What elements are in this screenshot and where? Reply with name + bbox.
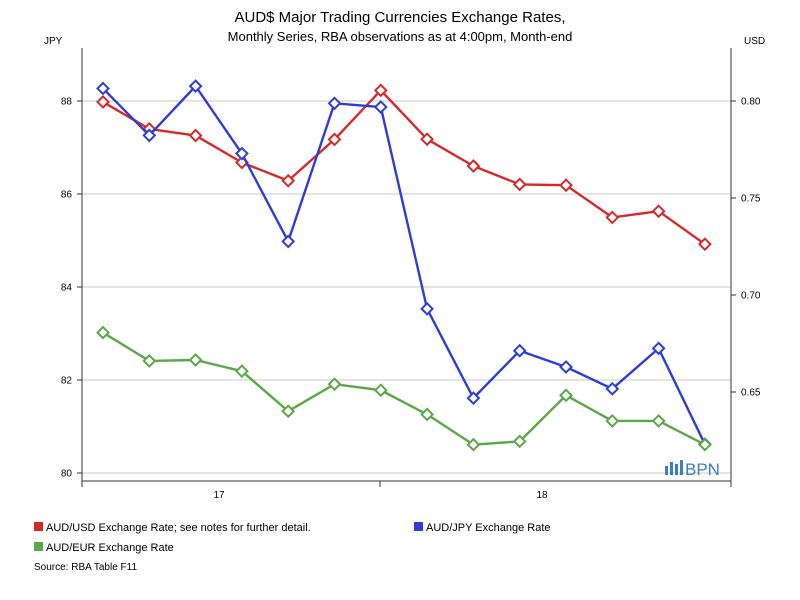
- axes: [77, 48, 736, 487]
- series-2-point-11: [605, 414, 620, 428]
- series-1-point-8: [466, 391, 481, 406]
- source-note: Source: RBA Table F11: [34, 562, 137, 573]
- left-tick-label: 82: [61, 376, 73, 387]
- chart-title: AUD$ Major Trading Currencies Exchange R…: [235, 9, 566, 26]
- series-2-point-2: [188, 353, 203, 367]
- series-2-point-3: [234, 364, 249, 379]
- legend-label-audusd: AUD/USD Exchange Rate; see notes for fur…: [46, 522, 311, 534]
- series-group: [96, 79, 712, 452]
- series-1-point-3: [234, 146, 249, 161]
- series-2-point-9: [512, 434, 527, 449]
- x-tick-label: 18: [536, 490, 548, 501]
- legend-label-audjpy: AUD/JPY Exchange Rate: [426, 522, 551, 534]
- series-1-point-6: [373, 100, 388, 114]
- series-0-point-13: [697, 237, 712, 252]
- series-0-point-10: [559, 178, 573, 193]
- series-1-point-1: [142, 128, 157, 143]
- legend-swatch-audeur: [34, 542, 43, 551]
- series-0-point-9: [512, 177, 527, 192]
- left-tick-label: 84: [61, 283, 73, 294]
- series-0-point-0: [96, 95, 110, 109]
- series-2-point-5: [327, 377, 342, 392]
- logo-text: BPN: [685, 460, 720, 479]
- series-2-point-8: [466, 437, 481, 452]
- series-1-point-11: [605, 381, 620, 396]
- series-1-point-7: [420, 301, 435, 316]
- series-0-point-4: [281, 173, 296, 188]
- series-0-point-7: [420, 132, 435, 147]
- series-0-point-12: [651, 204, 666, 219]
- chart-subtitle: Monthly Series, RBA observations as at 4…: [228, 29, 573, 44]
- series-2-point-6: [373, 383, 388, 398]
- series-1-point-12: [651, 341, 666, 356]
- series-line-1: [102, 84, 706, 445]
- left-tick-label: 88: [61, 97, 73, 108]
- series-1-point-5: [327, 96, 342, 111]
- left-axis-unit: JPY: [44, 36, 63, 47]
- series-2-point-7: [420, 407, 435, 422]
- bpn-logo: BPN: [665, 460, 720, 479]
- right-tick-label: 0.80: [741, 97, 761, 108]
- series-0-point-8: [466, 159, 481, 173]
- series-line-0: [102, 89, 706, 246]
- right-tick-label: 0.65: [741, 388, 761, 399]
- right-tick-label: 0.75: [741, 194, 761, 205]
- series-1-point-4: [281, 234, 296, 249]
- right-tick-label: 0.70: [741, 291, 761, 302]
- gridlines: [82, 100, 731, 474]
- series-0-point-11: [605, 210, 620, 225]
- left-tick-label: 86: [61, 190, 73, 201]
- right-axis-unit: USD: [744, 36, 765, 47]
- series-2-point-0: [96, 325, 110, 340]
- series-0-point-2: [188, 128, 203, 143]
- series-2-point-4: [281, 404, 296, 419]
- legend-label-audeur: AUD/EUR Exchange Rate: [46, 542, 174, 554]
- tick-labels: 80 82 84 86 88 0.65 0.70 0.75 0.80 17 18: [61, 97, 761, 502]
- series-0-point-6: [373, 83, 388, 98]
- x-tick-label: 17: [213, 490, 225, 501]
- series-0-point-5: [327, 132, 342, 147]
- series-2-point-13: [697, 437, 712, 452]
- left-tick-label: 80: [61, 469, 73, 480]
- series-2-point-1: [142, 354, 157, 368]
- series-2-point-12: [651, 414, 666, 428]
- series-line-2: [102, 331, 706, 446]
- legend-swatch-audjpy: [414, 522, 423, 531]
- series-1-point-0: [96, 81, 110, 96]
- legend: AUD/USD Exchange Rate; see notes for fur…: [34, 522, 551, 554]
- series-2-point-10: [559, 388, 573, 403]
- series-1-point-9: [512, 343, 527, 358]
- series-1-point-2: [188, 79, 203, 94]
- legend-swatch-audusd: [34, 522, 43, 531]
- series-1-point-10: [559, 360, 573, 374]
